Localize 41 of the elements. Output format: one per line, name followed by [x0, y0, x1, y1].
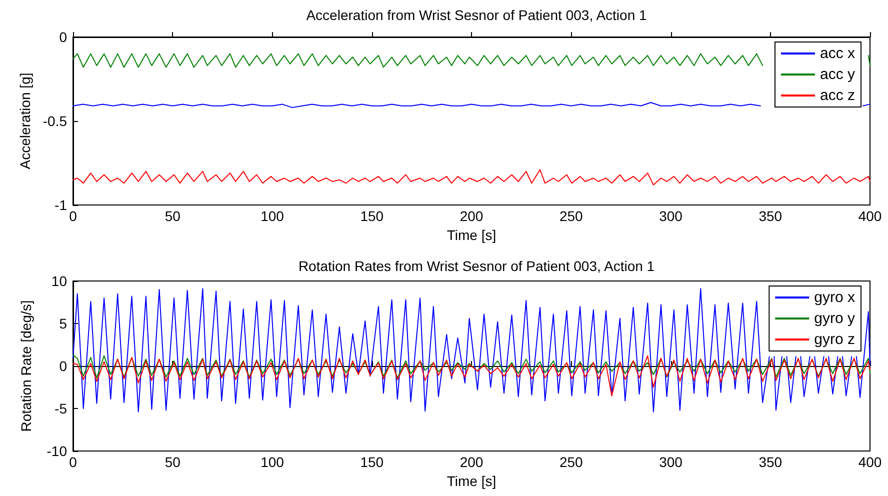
y-axis-title: Rotation Rate [deg/s] — [18, 300, 34, 432]
y-tick-label: -10 — [46, 443, 68, 459]
y-tick-label: 0 — [59, 29, 68, 45]
x-tick-label: 350 — [758, 208, 782, 224]
x-tick-label: 200 — [460, 208, 484, 224]
chart-title: Acceleration from Wrist Sesnor of Patient 003, Action 1 — [306, 7, 647, 23]
y-tick-label: -0.5 — [42, 113, 68, 129]
x-tick-label: 300 — [659, 208, 683, 224]
x-tick-label: 50 — [164, 208, 181, 224]
y-tick-label: -1 — [54, 197, 68, 213]
x-tick-label: 200 — [460, 454, 484, 470]
x-tick-label: 400 — [858, 208, 882, 224]
legend-label: acc z — [820, 87, 856, 104]
legend-label: acc y — [820, 66, 856, 83]
y-axis-title: Acceleration [g] — [16, 72, 33, 170]
legend-label: gyro z — [814, 331, 856, 348]
x-axis-title: Time [s] — [446, 226, 496, 243]
y-tick-label: 0 — [59, 358, 68, 374]
legend-label: acc x — [820, 45, 856, 62]
x-axis-title: Time [s] — [446, 472, 496, 489]
x-tick-label: 300 — [659, 454, 683, 470]
line-series — [72, 355, 870, 396]
x-tick-label: 250 — [559, 208, 584, 224]
x-tick-label: 50 — [164, 454, 181, 470]
legend-label: gyro y — [814, 310, 856, 327]
x-tick-label: 100 — [260, 454, 284, 470]
y-tick-label: 5 — [59, 316, 68, 332]
x-tick-label: 100 — [260, 208, 284, 224]
x-tick-label: 150 — [360, 208, 384, 224]
y-tick-label: -5 — [54, 400, 68, 416]
x-tick-label: 350 — [758, 454, 782, 470]
x-tick-label: 0 — [69, 208, 78, 224]
line-series — [72, 354, 870, 378]
x-tick-label: 0 — [69, 454, 78, 470]
line-series — [72, 169, 870, 186]
x-tick-label: 400 — [858, 454, 882, 470]
x-tick-label: 150 — [360, 454, 384, 470]
legend-label: gyro x — [814, 289, 856, 306]
x-tick-label: 250 — [559, 454, 584, 470]
y-tick-label: 10 — [51, 273, 68, 289]
chart-title: Rotation Rates from Wrist Sesnor of Patient 003, Action 1 — [298, 258, 655, 274]
